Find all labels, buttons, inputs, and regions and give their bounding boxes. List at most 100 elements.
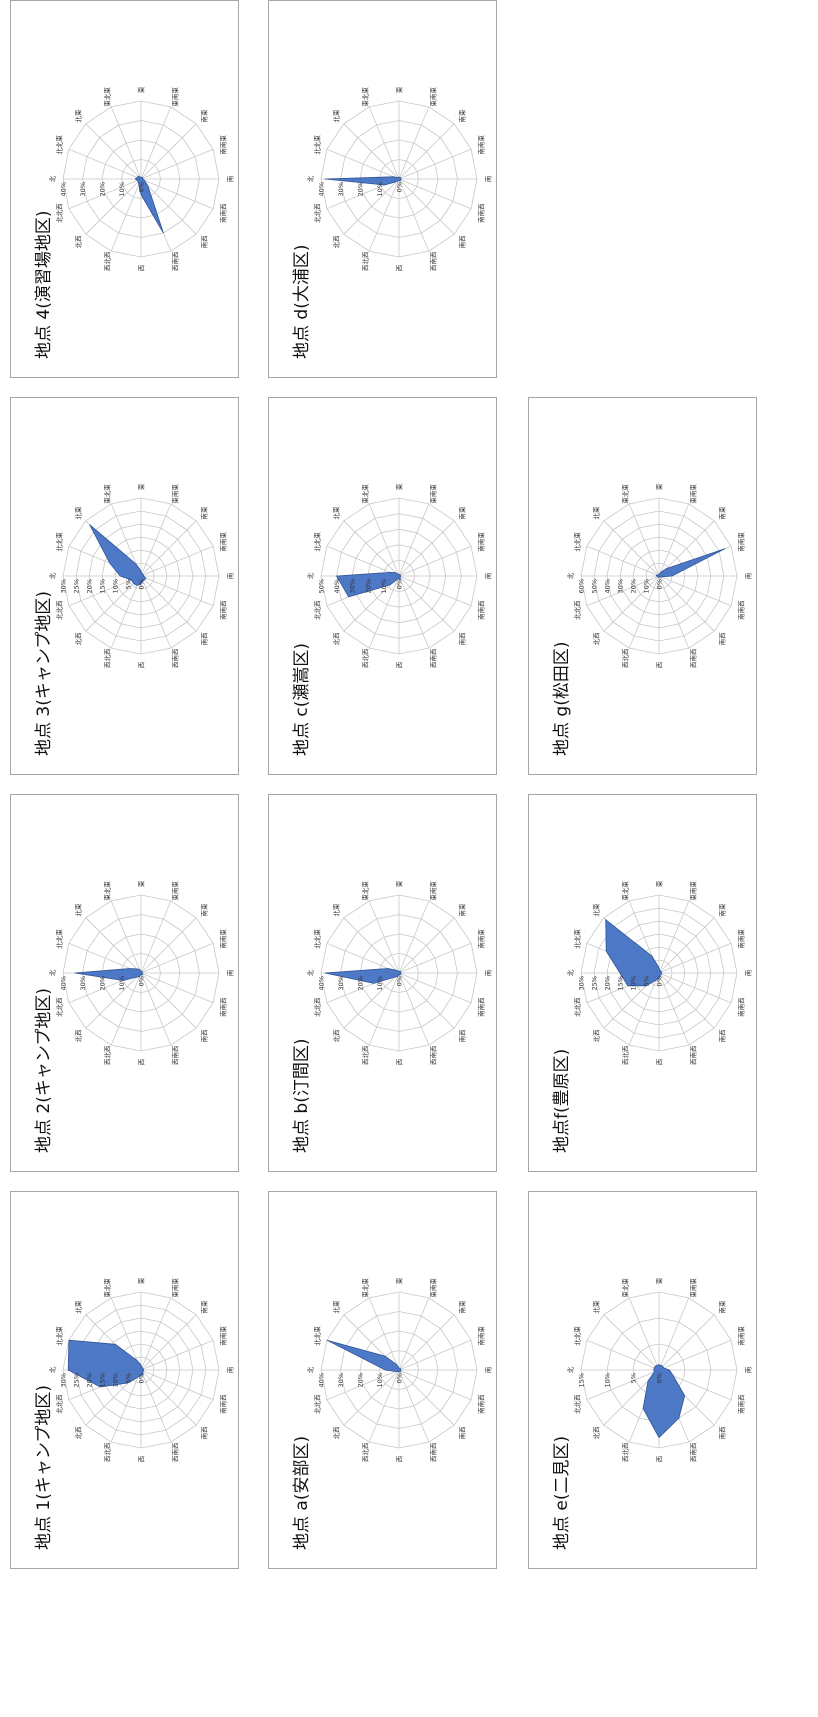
direction-label: 西: [656, 661, 664, 668]
grid-spoke: [140, 178, 214, 210]
direction-label: 南東: [199, 109, 208, 123]
radial-tick-label: 30%: [79, 182, 87, 196]
grid-spoke: [140, 575, 214, 607]
radar-chart-group: 地点 4(演習場地区) 0% 10% 20% 30% 40%北 北北東 北東 東北東 東 東南東南東…: [34, 86, 235, 359]
radar-chart-svg: 地点 e(二見区) 0% 5% 10% 15%北 北北東 北東 東北東 東 東南東南東南南東南南南…: [552, 1277, 753, 1550]
direction-label: 西: [396, 1058, 404, 1065]
direction-label: 南西: [199, 235, 208, 249]
direction-label: 東北東: [360, 484, 369, 504]
direction-label: 南南東: [477, 532, 486, 552]
direction-label: 北北東: [54, 532, 63, 552]
radar-chart-svg: 地点 a(安部区)0%10%20%30%40%北北北東北東東北東東東南東南東南南…: [292, 1277, 493, 1550]
grid-spoke: [658, 1314, 715, 1371]
chart-title: 地点 4(演習場地区): [34, 211, 54, 359]
radial-tick-label: 10%: [376, 976, 384, 990]
radar-chart-svg: 地点 4(演習場地区) 0% 10% 20% 30% 40%北 北北東 北東 東北東 東 東南東南東…: [34, 86, 235, 359]
direction-label: 西北西: [361, 251, 369, 271]
direction-label: 南: [484, 1366, 493, 1373]
grid-spoke: [398, 972, 472, 1004]
direction-label: 北西: [333, 632, 341, 646]
grid-spoke: [140, 917, 197, 974]
direction-label: 東北東: [360, 881, 369, 901]
direction-label: 北: [49, 175, 57, 182]
direction-label: 北西: [593, 632, 601, 646]
grid-spoke: [368, 1369, 400, 1443]
chart-title: 地点f(豊原区): [552, 1049, 572, 1153]
data-area: [642, 1364, 686, 1439]
radial-tick-label: 30%: [349, 579, 357, 593]
grid-spoke: [398, 1339, 472, 1371]
direction-label: 南南西: [219, 600, 228, 620]
grid-spoke: [140, 123, 197, 180]
grid-spoke: [110, 1297, 142, 1371]
radial-tick-label: 15%: [99, 1373, 107, 1387]
direction-label: 南南西: [219, 1394, 228, 1414]
direction-label: 西南西: [689, 1045, 698, 1065]
grid-spoke: [85, 575, 142, 632]
radial-tick-label: 30%: [337, 1373, 345, 1387]
direction-label: 北西: [333, 1426, 341, 1440]
grid-spoke: [140, 1297, 172, 1371]
direction-label: 西南西: [429, 1045, 438, 1065]
grid-spoke: [85, 972, 142, 1029]
grid-spoke: [85, 917, 142, 974]
grid-spoke: [343, 972, 400, 1029]
grid-spoke: [368, 106, 400, 180]
radial-tick-label: 40%: [333, 579, 341, 593]
radial-tick-label: 0%: [138, 1373, 146, 1383]
radial-tick-label: 50%: [591, 579, 599, 593]
grid-spoke: [326, 545, 400, 577]
radial-tick-label: 30%: [60, 579, 68, 593]
direction-label: 西北西: [361, 1045, 369, 1065]
direction-label: 南西: [717, 632, 726, 646]
chart-title: 地点 a(安部区): [292, 1436, 312, 1550]
direction-label: 北北西: [313, 203, 321, 223]
chart-title: 地点 d(大浦区): [292, 245, 312, 359]
direction-label: 西北西: [103, 1442, 111, 1462]
grid-spoke: [68, 148, 142, 180]
radar-chart-group: 地点 1(キャンプ地区) 0% 5% 10% 15% 20% 25% 30%北 北北東 北東 東北東…: [34, 1277, 235, 1550]
grid-spoke: [68, 575, 142, 607]
radial-tick-label: 10%: [112, 1373, 120, 1387]
radar-chart-group: 地点 b(汀間区)0%10%20%30%40%北北北東北東東北東東東南東南東南南…: [292, 880, 493, 1153]
grid-spoke: [628, 503, 660, 577]
direction-label: 西北西: [103, 251, 111, 271]
radar-chart-svg: 地点 2(キャンプ地区) 0% 10% 20% 30% 40%北 北北東 北東 東北東 東 東南東南…: [34, 880, 235, 1153]
direction-label: 北北東: [54, 929, 63, 949]
direction-label: 東北東: [102, 1278, 111, 1298]
grid-spoke: [658, 1297, 690, 1371]
direction-label: 南: [226, 175, 235, 182]
direction-label: 北東: [332, 1300, 341, 1314]
grid-spoke: [398, 178, 455, 235]
chart-title: 地点 b(汀間区): [292, 1039, 312, 1153]
direction-label: 南東: [717, 506, 726, 519]
radial-tick-label: 0%: [138, 182, 146, 192]
direction-label: 北北西: [55, 600, 63, 620]
direction-label: 北: [567, 572, 575, 579]
grid-spoke: [68, 942, 142, 974]
grid-spoke: [603, 1314, 660, 1371]
radar-chart-group: 地点 g(松田区) 0% 10% 20% 30% 40% 50% 60%北 北北東 北東 東北東 東 東…: [552, 483, 753, 756]
radial-tick-label: 20%: [357, 1373, 365, 1387]
direction-label: 西南西: [689, 648, 698, 668]
grid-spoke: [110, 575, 142, 649]
direction-label: 南: [226, 969, 235, 976]
direction-label: 東: [395, 880, 404, 887]
radial-tick-label: 0%: [656, 579, 664, 589]
radial-tick-label: 40%: [604, 579, 612, 593]
radial-tick-label: 0%: [656, 976, 664, 986]
grid-spoke: [658, 520, 715, 577]
direction-label: 北東: [74, 1300, 83, 1314]
direction-label: 西北西: [621, 648, 629, 668]
grid-spoke: [343, 178, 400, 235]
direction-label: 南東: [457, 1300, 466, 1314]
grid-spoke: [85, 123, 142, 180]
radar-chart-svg: 地点 1(キャンプ地区) 0% 5% 10% 15% 20% 25% 30%北 北北東 北東 東北東…: [34, 1277, 235, 1550]
radar-chart-group: 地点 e(二見区) 0% 5% 10% 15%北 北北東 北東 東北東 東 東南東南東南南東南南南…: [552, 1277, 753, 1550]
radar-chart-svg: 地点 d(大浦区)0%10%20%30%40%北北北東北東東北東東東南東南東南南…: [292, 86, 493, 359]
direction-label: 西: [138, 264, 146, 271]
direction-label: 東南東: [171, 87, 180, 107]
direction-label: 西: [396, 264, 404, 271]
radial-tick-label: 5%: [630, 1373, 638, 1383]
radial-tick-label: 20%: [86, 579, 94, 593]
